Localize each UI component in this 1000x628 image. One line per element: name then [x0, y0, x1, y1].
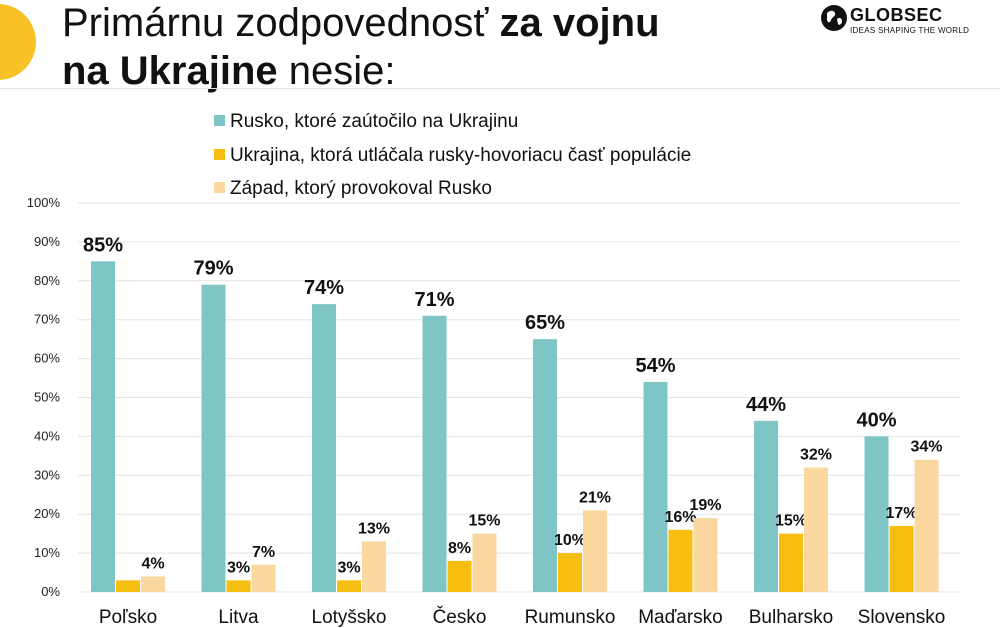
data-label-west: 13% [358, 520, 390, 537]
data-label-russia: 65% [525, 312, 565, 334]
bar-west [583, 510, 607, 592]
bar-russia [201, 284, 226, 592]
bar-west [804, 467, 828, 592]
x-tick-label: Rumunsko [525, 607, 616, 628]
data-label-west: 4% [141, 555, 164, 572]
globsec-logo: GLOBSEC IDEAS SHAPING THE WORLD [820, 2, 990, 42]
data-label-russia: 74% [304, 277, 344, 299]
bar-ukraine [226, 580, 251, 592]
bar-russia [91, 261, 115, 592]
y-tick-label: 60% [34, 351, 60, 366]
data-label-west: 34% [910, 439, 942, 456]
data-label-ukraine: 17% [885, 505, 917, 522]
legend-swatch-russia [214, 115, 225, 126]
data-label-ukraine: 15% [775, 513, 807, 530]
data-label-west: 21% [579, 489, 611, 506]
legend-label-russia: Rusko, ktoré zaútočilo na Ukrajinu [230, 111, 519, 132]
data-label-russia: 71% [414, 289, 454, 311]
data-label-russia: 40% [856, 409, 896, 431]
y-tick-label: 0% [41, 584, 60, 599]
data-label-russia: 79% [193, 258, 233, 280]
bar-ukraine [668, 529, 693, 592]
bar-west [693, 518, 718, 592]
x-tick-label: Maďarsko [638, 607, 723, 628]
x-tick-label: Lotyšsko [312, 607, 387, 628]
title-regular-1: Primárnu zodpovednosť [62, 1, 489, 45]
bar-russia [533, 339, 557, 592]
bar-ukraine [558, 553, 582, 592]
data-label-ukraine: 16% [664, 509, 696, 526]
x-tick-label: Česko [433, 606, 487, 628]
header-divider [0, 88, 1000, 89]
data-label-russia: 54% [635, 355, 675, 377]
bar-ukraine [337, 580, 361, 592]
accent-circle [0, 4, 36, 80]
y-tick-label: 80% [34, 273, 60, 288]
bar-ukraine [779, 533, 803, 592]
x-tick-label: Bulharsko [749, 607, 834, 628]
data-label-west: 32% [800, 447, 832, 464]
legend-swatch-west [214, 182, 225, 193]
data-label-ukraine: 3% [337, 559, 360, 576]
legend-item-russia: Rusko, ktoré zaútočilo na Ukrajinu [214, 111, 518, 133]
data-label-russia: 44% [746, 394, 786, 416]
bar-west [914, 459, 939, 592]
bar-russia [312, 304, 336, 592]
bar-west [141, 576, 165, 592]
data-label-west: 19% [689, 497, 721, 514]
y-tick-label: 100% [27, 195, 61, 210]
legend-item-ukraine: Ukrajina, ktorá utláčala rusky-hovoriacu… [214, 145, 691, 167]
x-tick-label: Slovensko [858, 607, 946, 628]
y-tick-label: 20% [34, 506, 60, 521]
title-bold-2: na Ukrajine [62, 49, 278, 93]
legend-label-west: Západ, ktorý provokoval Rusko [230, 178, 492, 199]
title-regular-2: nesie: [288, 49, 396, 93]
y-tick-label: 70% [34, 312, 60, 327]
logo-tagline: IDEAS SHAPING THE WORLD [850, 26, 970, 35]
bar-west [251, 564, 276, 592]
globe-icon [821, 5, 847, 31]
y-tick-label: 90% [34, 234, 60, 249]
data-label-ukraine: 8% [448, 540, 471, 557]
bar-russia [864, 436, 889, 592]
logo-name: GLOBSEC [850, 5, 943, 25]
bar-ukraine [447, 560, 472, 592]
data-label-ukraine: 3% [227, 559, 250, 576]
y-tick-label: 10% [34, 545, 60, 560]
data-label-west: 7% [252, 544, 275, 561]
bar-russia [754, 420, 778, 592]
bar-west [472, 533, 497, 592]
data-label-russia: 85% [83, 234, 123, 256]
bar-west [362, 541, 386, 592]
title-bold-1: za vojnu [499, 1, 660, 45]
data-label-ukraine: 10% [554, 532, 586, 549]
x-tick-label: Poľsko [99, 607, 157, 628]
chart-title-line-2: na Ukrajine nesie: [62, 48, 396, 94]
bar-russia [643, 381, 668, 592]
legend-swatch-ukraine [214, 149, 225, 160]
bar-ukraine [116, 580, 140, 592]
y-tick-label: 30% [34, 467, 60, 482]
bar-ukraine [889, 525, 914, 592]
legend-item-west: Západ, ktorý provokoval Rusko [214, 178, 492, 200]
chart-title-line-1: Primárnu zodpovednosť za vojnu [62, 0, 660, 46]
data-label-west: 15% [468, 513, 500, 530]
bar-russia [422, 315, 447, 592]
legend-label-ukraine: Ukrajina, ktorá utláčala rusky-hovoriacu… [230, 145, 692, 166]
x-tick-label: Litva [218, 607, 259, 628]
y-tick-label: 50% [34, 390, 60, 405]
y-tick-label: 40% [34, 428, 60, 443]
